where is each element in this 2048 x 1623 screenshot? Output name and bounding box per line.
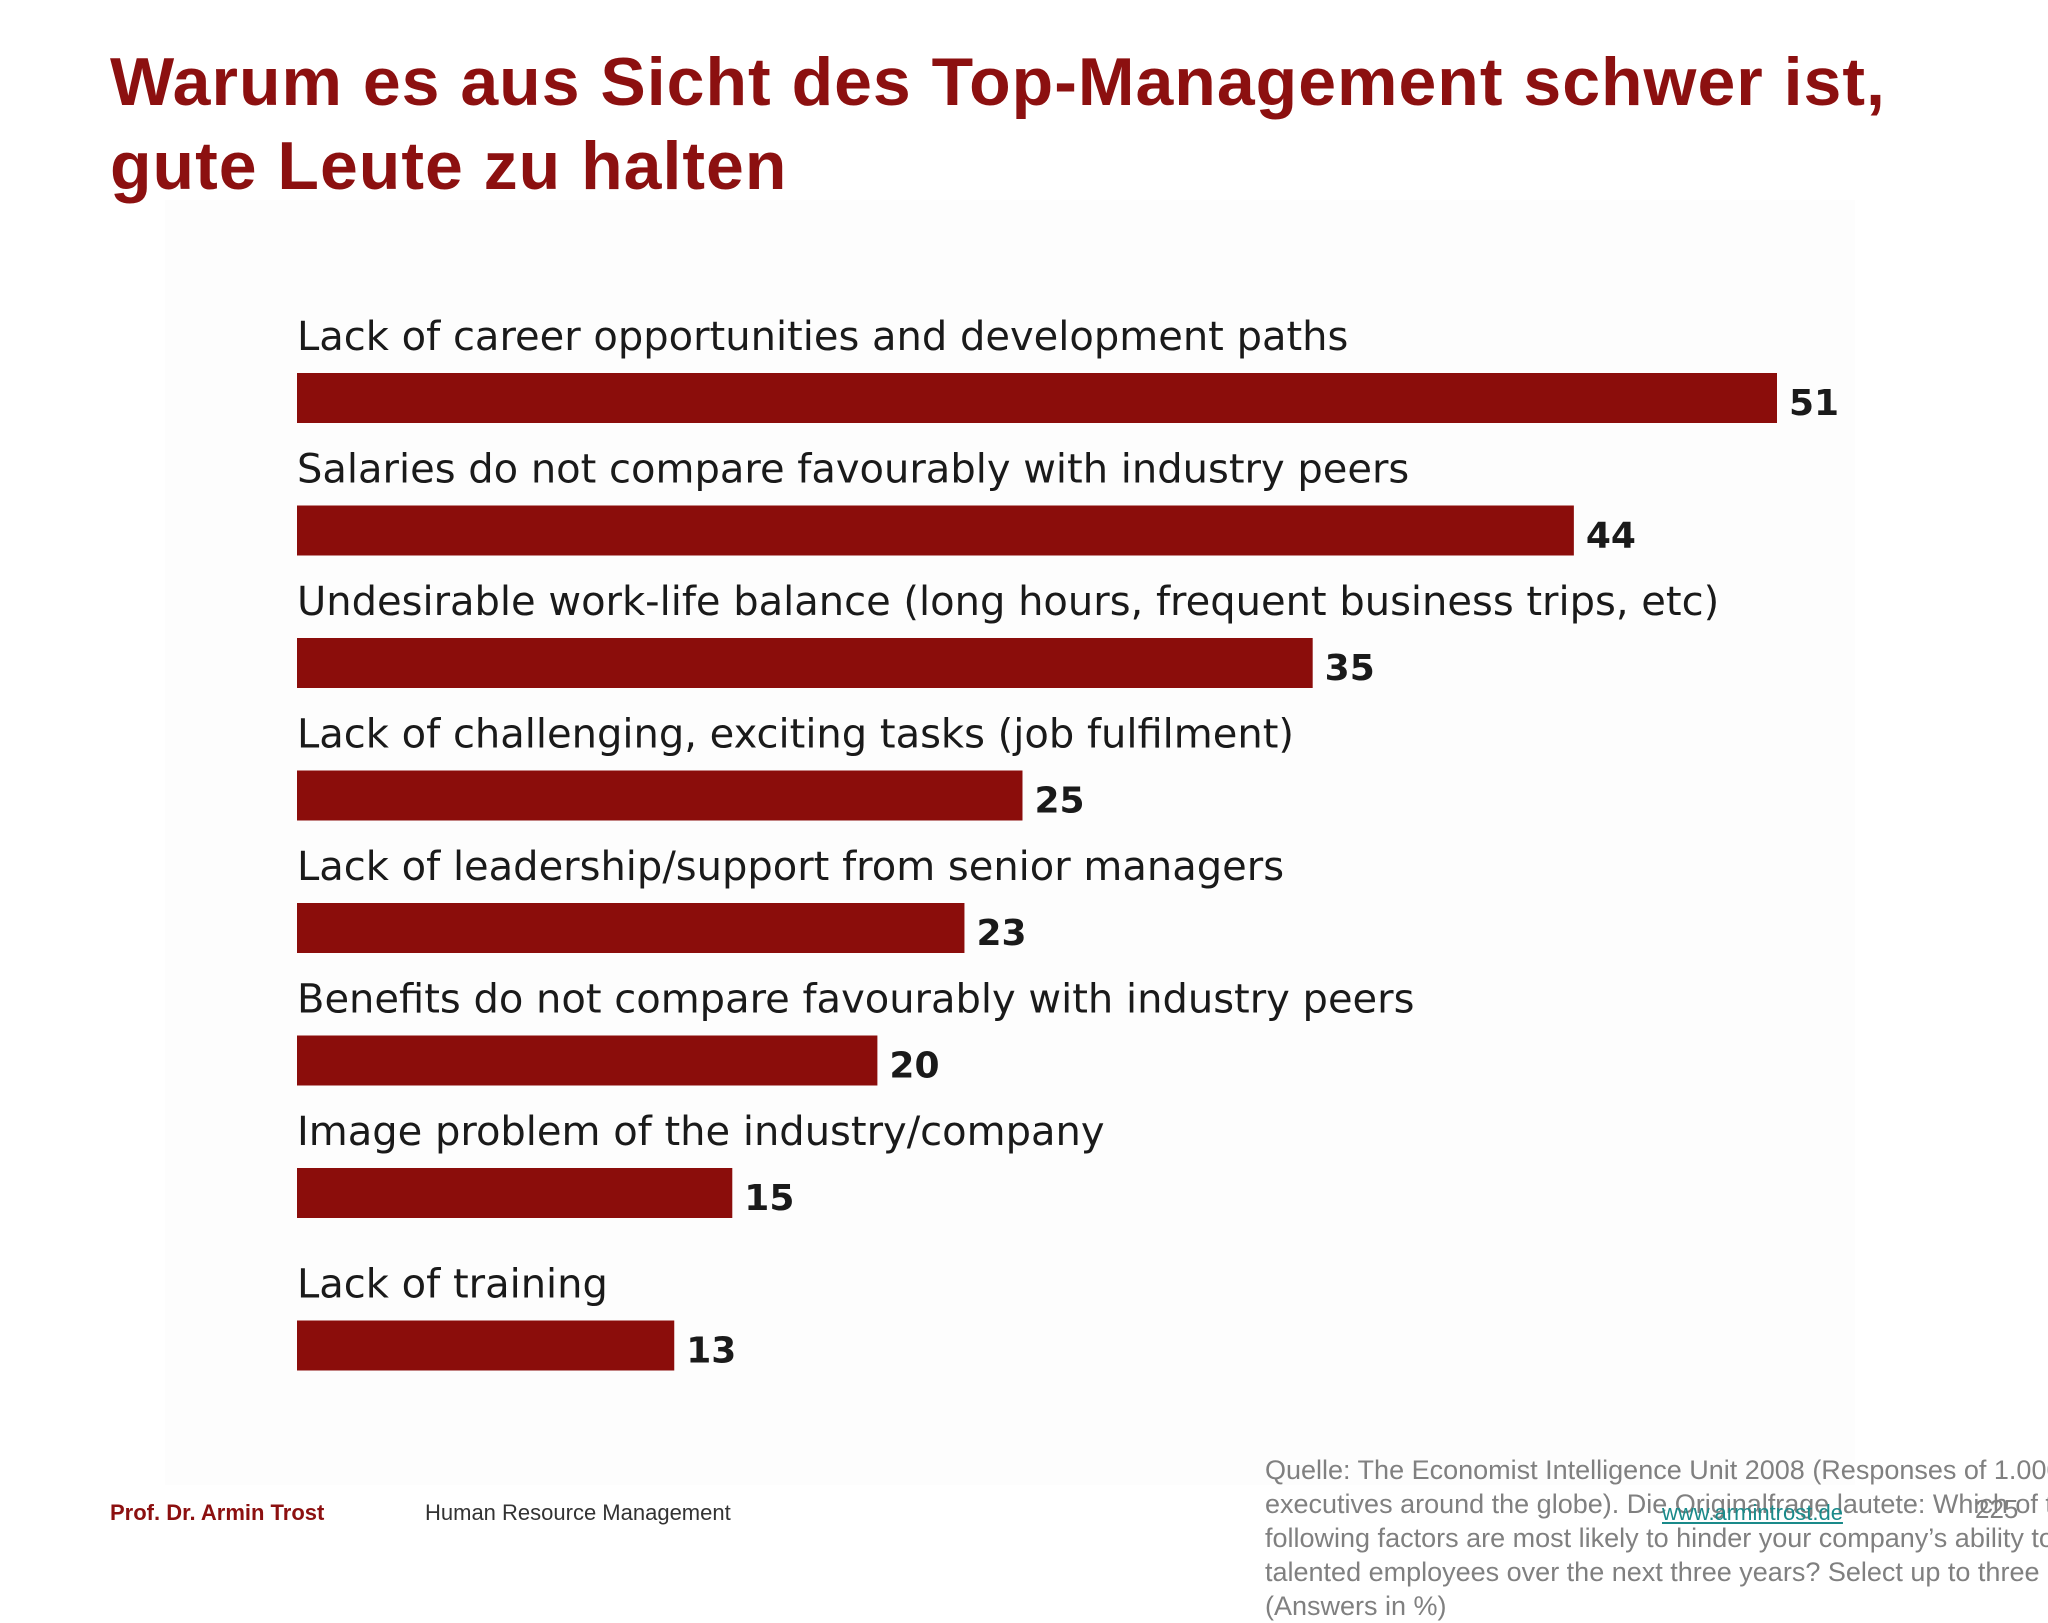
bar xyxy=(297,373,1777,423)
category-label: Lack of career opportunities and develop… xyxy=(297,314,1348,360)
bar xyxy=(297,1168,733,1218)
page-number: 225 xyxy=(1975,1494,2019,1524)
category-label: Benefits do not compare favourably with … xyxy=(297,977,1414,1023)
bar xyxy=(297,505,1574,556)
data-label: 20 xyxy=(889,1046,939,1087)
category-label: Lack of challenging, exciting tasks (job… xyxy=(297,712,1294,758)
slide-title: Warum es aus Sicht des Top-Management sc… xyxy=(110,44,1886,204)
category-label: Lack of training xyxy=(297,1262,608,1308)
bar xyxy=(297,903,965,953)
data-label: 51 xyxy=(1789,383,1839,424)
bar xyxy=(297,638,1313,688)
bar xyxy=(297,1320,675,1371)
data-label: 13 xyxy=(686,1331,736,1372)
data-label: 23 xyxy=(976,913,1026,954)
chart-panel: Lack of career opportunities and develop… xyxy=(165,200,2048,1621)
footer-website-link[interactable]: www.armintrost.de xyxy=(1662,1500,1843,1525)
footer-author: Prof. Dr. Armin Trost xyxy=(110,1500,325,1525)
category-label: Image problem of the industry/company xyxy=(297,1109,1105,1155)
source-note: Quelle: The Economist Intelligence Unit … xyxy=(1265,1455,2048,1621)
category-label: Lack of leadership/support from senior m… xyxy=(297,844,1284,890)
category-label: Salaries do not compare favourably with … xyxy=(297,447,1409,493)
category-label: Undesirable work-life balance (long hour… xyxy=(297,579,1719,625)
bar xyxy=(297,770,1023,821)
footer-course: Human Resource Management xyxy=(425,1500,731,1525)
data-label: 44 xyxy=(1586,516,1636,557)
bar xyxy=(297,1035,878,1086)
data-label: 35 xyxy=(1325,648,1375,689)
bar-chart: Lack of career opportunities and develop… xyxy=(297,314,1839,1372)
data-label: 15 xyxy=(744,1178,794,1219)
data-label: 25 xyxy=(1034,781,1084,822)
